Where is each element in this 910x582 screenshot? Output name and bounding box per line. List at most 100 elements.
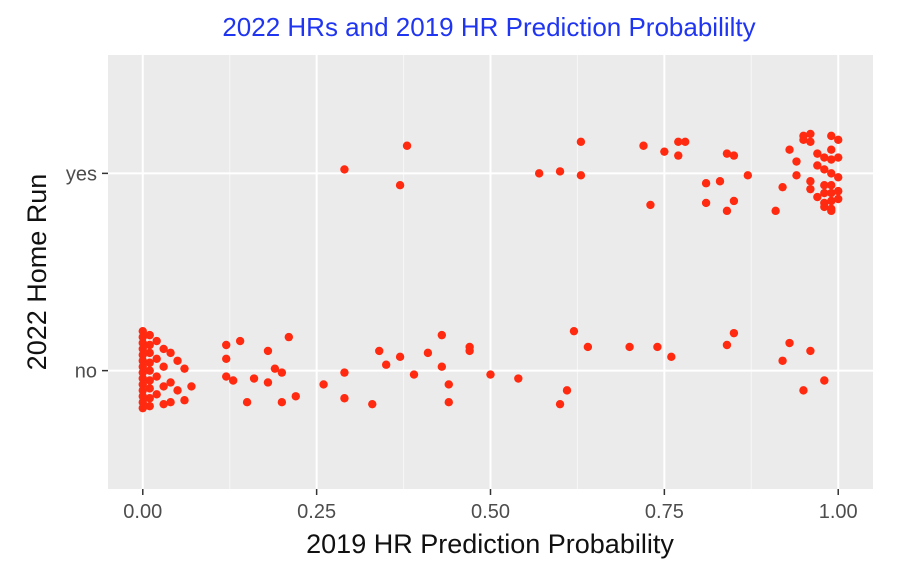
data-point-no [820, 376, 829, 385]
data-point-yes [681, 137, 690, 146]
data-point-no [145, 340, 154, 350]
data-point-no [486, 370, 495, 379]
data-point-yes [534, 169, 544, 178]
data-point-no [444, 380, 453, 389]
data-point-yes [834, 153, 843, 162]
data-point-no [180, 364, 189, 373]
data-point-no [166, 378, 175, 387]
data-point-yes [820, 153, 829, 162]
data-point-no [806, 346, 815, 356]
data-point-no [340, 394, 349, 403]
data-point-no [263, 346, 273, 356]
data-point-yes [827, 131, 836, 141]
data-point-no [235, 336, 245, 346]
data-point-no [138, 380, 147, 389]
data-point-yes [778, 182, 787, 192]
data-point-yes [785, 145, 794, 154]
data-point-yes [646, 200, 655, 210]
data-point-no [159, 382, 168, 391]
data-point-yes [834, 194, 843, 204]
data-point-yes [715, 177, 725, 186]
data-point-no [555, 399, 565, 409]
data-point-no [138, 374, 147, 383]
data-point-yes [806, 184, 815, 194]
y-axis-title: 2022 Home Run [22, 174, 52, 371]
x-tick-label: 0.25 [297, 501, 336, 523]
data-point-no [138, 338, 147, 348]
data-point-no [277, 398, 287, 407]
data-point-no [138, 403, 147, 413]
data-point-no [145, 394, 154, 403]
data-point-yes [722, 149, 732, 158]
data-point-no [722, 340, 732, 350]
x-tick-label: 1.00 [819, 501, 858, 523]
data-point-no [778, 356, 787, 365]
data-point-no [138, 344, 147, 354]
data-point-no [138, 332, 147, 342]
data-point-yes [827, 188, 836, 198]
data-point-no [423, 348, 433, 358]
data-point-no [145, 376, 154, 385]
data-point-no [381, 360, 391, 369]
data-point-yes [576, 171, 586, 180]
data-point-no [138, 326, 147, 336]
data-point-no [277, 368, 287, 377]
x-tick-label: 0.75 [645, 501, 684, 523]
data-point-yes [827, 181, 836, 190]
data-point-no [152, 372, 161, 381]
data-point-no [514, 374, 523, 383]
data-point-no [284, 332, 294, 342]
data-point-no [465, 342, 474, 352]
data-point-no [152, 336, 161, 346]
y-tick-label: no [75, 361, 97, 383]
data-point-yes [834, 135, 843, 145]
data-point-no [437, 362, 447, 371]
data-point-no [222, 354, 231, 363]
data-point-no [152, 354, 161, 363]
data-point-yes [743, 171, 753, 180]
data-point-no [569, 326, 579, 336]
chart-title: 2022 HRs and 2019 HR Prediction Probabil… [222, 12, 755, 42]
data-point-no [138, 356, 147, 365]
data-point-no [173, 356, 182, 365]
data-point-no [667, 352, 676, 362]
data-point-no [625, 342, 634, 352]
data-point-yes [771, 206, 780, 216]
data-point-no [145, 366, 154, 375]
data-point-yes [827, 169, 836, 178]
data-point-no [152, 390, 161, 399]
data-point-yes [729, 196, 739, 206]
data-point-no [785, 338, 794, 348]
data-point-no [159, 362, 168, 371]
data-point-yes [806, 137, 815, 146]
data-point-yes [340, 165, 349, 174]
data-point-no [166, 398, 175, 407]
data-point-yes [813, 192, 822, 202]
data-point-yes [834, 186, 843, 196]
data-point-no [437, 330, 447, 340]
data-point-no [145, 348, 154, 358]
data-point-no [187, 382, 196, 391]
data-point-yes [827, 145, 836, 154]
x-tick-label: 0.00 [123, 501, 162, 523]
data-point-no [319, 380, 328, 389]
data-point-no [375, 346, 384, 356]
data-point-yes [820, 188, 829, 198]
data-point-yes [729, 151, 739, 160]
data-point-no [222, 340, 231, 350]
data-point-no [145, 358, 154, 367]
data-point-yes [799, 135, 808, 145]
data-point-no [729, 328, 739, 338]
data-point-no [138, 368, 147, 377]
data-point-yes [674, 137, 683, 146]
data-point-yes [820, 165, 829, 174]
data-point-yes [827, 155, 836, 164]
data-point-yes [576, 137, 586, 146]
data-points [138, 129, 843, 413]
data-point-yes [701, 179, 711, 188]
data-point-no [263, 378, 273, 387]
data-point-no [562, 386, 572, 395]
data-point-yes [834, 173, 843, 182]
data-point-no [368, 399, 377, 409]
data-point-yes [701, 198, 711, 208]
